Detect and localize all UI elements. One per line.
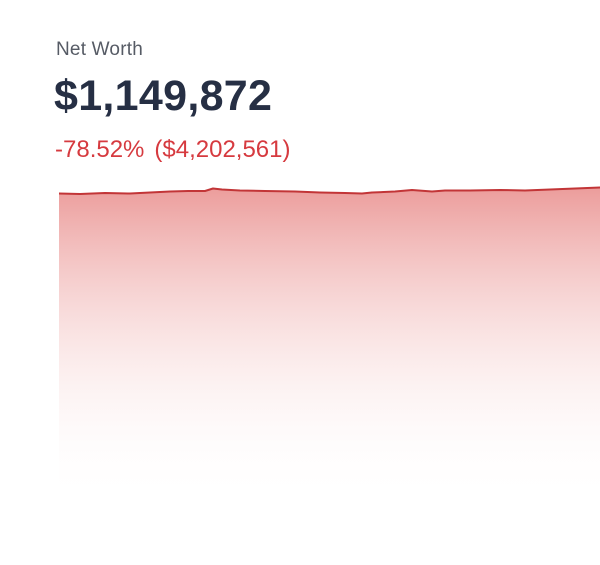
change-percent: -78.52%: [55, 136, 145, 163]
net-worth-change: -78.52% ($4,202,561): [55, 136, 291, 164]
net-worth-value: $1,149,872: [54, 72, 273, 120]
chart-line: [59, 186, 600, 195]
net-worth-area-chart[interactable]: [59, 185, 600, 565]
chart-area-fill: [59, 187, 600, 565]
change-amount: ($4,202,561): [154, 136, 291, 163]
area-chart-svg[interactable]: [59, 185, 600, 565]
net-worth-title: Net Worth: [56, 39, 143, 60]
